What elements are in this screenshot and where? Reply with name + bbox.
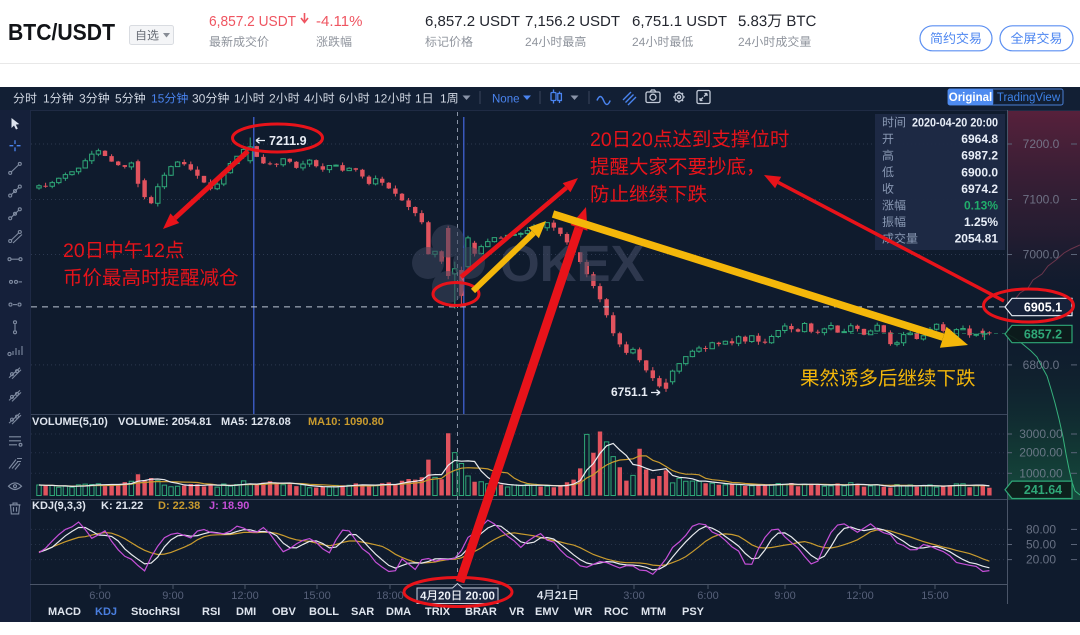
svg-text:-4.11%: -4.11% (316, 13, 362, 30)
svg-text:MA5: 1278.08: MA5: 1278.08 (221, 416, 291, 428)
svg-text:6964.8: 6964.8 (961, 132, 998, 146)
svg-text:BOLL: BOLL (309, 606, 339, 618)
svg-text:MACD: MACD (48, 606, 81, 618)
svg-text:VR: VR (509, 606, 524, 618)
svg-text:6,857.2 USDT: 6,857.2 USDT (209, 13, 296, 30)
svg-text:9:00: 9:00 (774, 590, 795, 602)
svg-text:0.13%: 0.13% (964, 199, 998, 213)
svg-text:6974.2: 6974.2 (961, 182, 998, 196)
svg-text:6751.1: 6751.1 (611, 385, 648, 399)
svg-text:6,751.1 USDT: 6,751.1 USDT (632, 13, 727, 30)
svg-text:241.64: 241.64 (1024, 483, 1062, 497)
svg-text:6900.0: 6900.0 (961, 165, 998, 179)
svg-text:3:00: 3:00 (623, 590, 644, 602)
svg-text:BTC/USDT: BTC/USDT (8, 19, 116, 45)
svg-text:3000.00: 3000.00 (1019, 427, 1063, 441)
svg-text:1.25%: 1.25% (964, 215, 998, 229)
svg-text:7,156.2 USDT: 7,156.2 USDT (525, 13, 620, 30)
svg-text:12:00: 12:00 (231, 590, 259, 602)
svg-text:None: None (492, 94, 520, 106)
svg-text:6:00: 6:00 (697, 590, 718, 602)
svg-text:BRAR: BRAR (465, 606, 497, 618)
svg-text:9:00: 9:00 (162, 590, 183, 602)
svg-text:TRIX: TRIX (425, 606, 451, 618)
svg-text:ROC: ROC (604, 606, 629, 618)
svg-text:20.00: 20.00 (1026, 553, 1056, 567)
svg-text:PSY: PSY (682, 606, 705, 618)
svg-text:KDJ(9,3,3): KDJ(9,3,3) (32, 500, 86, 512)
svg-text:1000.00: 1000.00 (1019, 466, 1063, 480)
svg-text:6905.1: 6905.1 (1024, 300, 1062, 314)
svg-text:MTM: MTM (641, 606, 666, 618)
svg-text:2054.81: 2054.81 (955, 232, 999, 246)
svg-text:2020-04-20 20:00: 2020-04-20 20:00 (912, 116, 998, 130)
svg-text:DMI: DMI (236, 606, 256, 618)
svg-text:18:00: 18:00 (376, 590, 404, 602)
svg-text:RSI: RSI (202, 606, 220, 618)
svg-text:6,857.2 USDT: 6,857.2 USDT (425, 13, 520, 30)
svg-text:12:00: 12:00 (846, 590, 874, 602)
svg-text:2000.00: 2000.00 (1019, 446, 1063, 460)
svg-text:6:00: 6:00 (89, 590, 110, 602)
svg-text:OBV: OBV (272, 606, 297, 618)
svg-text:StochRSI: StochRSI (131, 606, 180, 618)
svg-text:6800.0: 6800.0 (1023, 358, 1060, 372)
svg-text:K: 21.22: K: 21.22 (101, 500, 143, 512)
svg-text:6857.2: 6857.2 (1024, 327, 1062, 341)
svg-text:Original: Original (949, 92, 992, 104)
svg-text:VOLUME(5,10): VOLUME(5,10) (32, 416, 108, 428)
svg-text:KDJ: KDJ (95, 606, 117, 618)
svg-text:7000.0: 7000.0 (1023, 248, 1060, 262)
svg-text:MA10: 1090.80: MA10: 1090.80 (308, 416, 384, 428)
svg-text:15:00: 15:00 (921, 590, 949, 602)
svg-text:7211.9: 7211.9 (269, 134, 307, 148)
svg-text:50.00: 50.00 (1026, 538, 1056, 552)
svg-text:D: 22.38: D: 22.38 (158, 500, 200, 512)
svg-text:VOLUME: 2054.81: VOLUME: 2054.81 (118, 416, 212, 428)
svg-text:TradingView: TradingView (997, 92, 1061, 104)
svg-text:7200.0: 7200.0 (1023, 137, 1060, 151)
svg-text:80.00: 80.00 (1026, 522, 1056, 536)
svg-text:EMV: EMV (535, 606, 560, 618)
svg-text:J: 18.90: J: 18.90 (209, 500, 249, 512)
svg-text:DMA: DMA (386, 606, 411, 618)
svg-text:SAR: SAR (351, 606, 374, 618)
svg-text:15:00: 15:00 (303, 590, 331, 602)
svg-text:7100.0: 7100.0 (1023, 193, 1060, 207)
svg-text:6987.2: 6987.2 (961, 149, 998, 163)
svg-text:WR: WR (574, 606, 592, 618)
